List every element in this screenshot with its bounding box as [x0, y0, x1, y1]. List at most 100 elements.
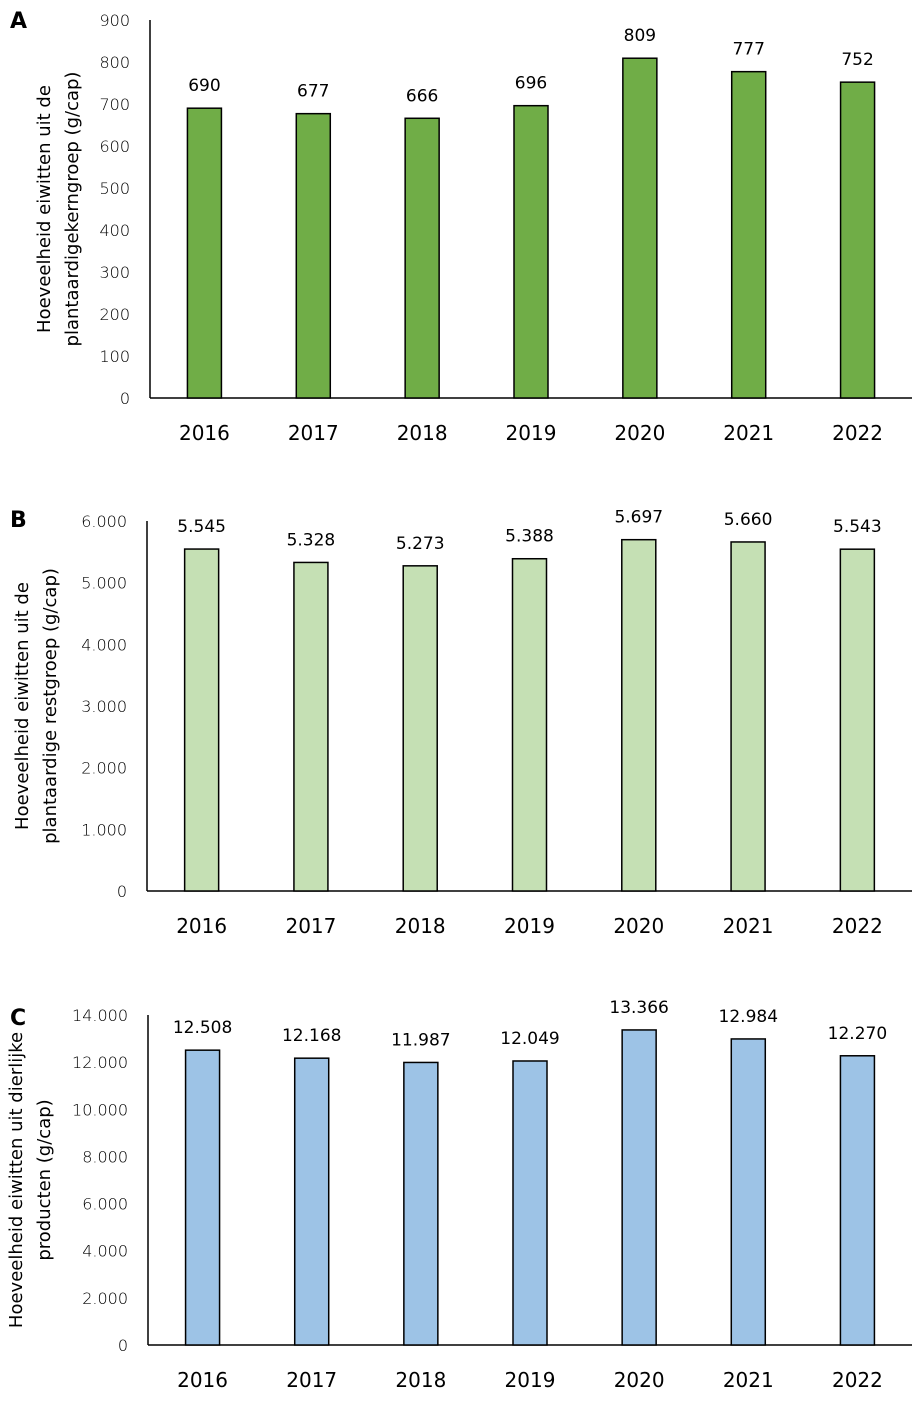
x-tick-label-a-2020: 2020 — [614, 421, 665, 445]
data-label-a-2017: 677 — [297, 82, 329, 102]
data-label-c-2021: 12.984 — [719, 1007, 778, 1027]
bar-a-2020 — [622, 57, 658, 399]
chart-panel-b: B 0 1.000 2.000 3.000 4.000 5.000 6.000 5.545 20… — [0, 470, 913, 960]
x-tick-label-b-2022: 2022 — [832, 914, 883, 938]
bar-c-2021 — [730, 1038, 767, 1346]
x-tick-label-a-2021: 2021 — [723, 421, 774, 445]
bar-b-2016 — [183, 548, 220, 892]
chart-panel-c: C 0 2.000 4.000 6.000 8.000 10.000 12.000 14.00… — [0, 960, 913, 1425]
x-tick-label-a-2022: 2022 — [832, 421, 883, 445]
chart-panel-a: A 0 100 200 300 400 500 600 700 800 900 690 2016 677… — [0, 0, 913, 470]
x-tick-label-a-2017: 2017 — [288, 421, 339, 445]
y-tick-label-c: 12.000 — [72, 1053, 128, 1072]
y-tick-label-b: 5.000 — [81, 574, 127, 593]
x-tick-label-c-2018: 2018 — [395, 1368, 446, 1392]
data-label-c-2017: 12.168 — [282, 1026, 341, 1046]
data-label-a-2021: 777 — [732, 40, 764, 60]
y-axis-title-b: Hoeveelheid eiwitten uit de plantaardige … — [12, 568, 61, 844]
data-label-b-2016: 5.545 — [177, 517, 226, 537]
y-axis-title-line-c: producten (g/cap) — [34, 1099, 55, 1260]
x-tick-label-c-2021: 2021 — [723, 1368, 774, 1392]
y-tick-label-b: 1.000 — [81, 820, 127, 839]
y-axis-title-line-a: Hoeveelheid eiwitten uit de — [34, 85, 55, 333]
bar-b-2022 — [839, 548, 876, 892]
y-axis-title-c: Hoeveelheid eiwitten uit dierlijke produc… — [6, 1032, 55, 1328]
bar-a-2017 — [295, 112, 332, 399]
x-tick-label-b-2019: 2019 — [504, 914, 555, 938]
bar-a-2016 — [186, 107, 223, 399]
bar-b-2020 — [621, 538, 657, 892]
panel-letter-c: C — [10, 1006, 26, 1031]
x-tick-label-c-2016: 2016 — [177, 1368, 228, 1392]
data-label-c-2022: 12.270 — [828, 1024, 887, 1044]
x-tick-label-b-2016: 2016 — [176, 914, 227, 938]
x-tick-label-c-2022: 2022 — [832, 1368, 883, 1392]
data-label-b-2017: 5.328 — [287, 530, 336, 550]
y-tick-label-b: 6.000 — [81, 512, 127, 531]
y-tick-label-a: 900 — [99, 11, 130, 30]
panel-letter-a: A — [10, 9, 27, 34]
y-axis-title-line-c: Hoeveelheid eiwitten uit dierlijke — [6, 1032, 27, 1328]
y-tick-label-c: 2.000 — [82, 1289, 128, 1308]
data-label-c-2019: 12.049 — [500, 1029, 559, 1049]
bar-chart-a: A 0 100 200 300 400 500 600 700 800 900 690 2016 677… — [10, 9, 912, 445]
bar-a-2021 — [730, 70, 767, 399]
data-label-a-2016: 690 — [188, 76, 220, 96]
bar-c-2020 — [621, 1029, 657, 1346]
data-label-b-2021: 5.660 — [724, 510, 773, 530]
y-axis-title-a: Hoeveelheid eiwitten uit de plantaardigek… — [34, 72, 83, 347]
data-label-a-2019: 696 — [515, 74, 547, 94]
bar-c-2018 — [403, 1061, 439, 1346]
bar-chart-b: B 0 1.000 2.000 3.000 4.000 5.000 6.000 5.545 20… — [10, 508, 912, 938]
bar-c-2022 — [839, 1055, 876, 1346]
bar-c-2019 — [512, 1060, 548, 1346]
y-tick-label-c: 8.000 — [82, 1147, 128, 1166]
bar-a-2019 — [513, 104, 549, 399]
panel-letter-b: B — [10, 508, 27, 533]
x-tick-label-a-2016: 2016 — [179, 421, 230, 445]
data-label-b-2022: 5.543 — [833, 517, 882, 537]
y-tick-label-b: 2.000 — [81, 759, 127, 778]
bar-b-2019 — [511, 557, 548, 892]
y-tick-label-b: 0 — [117, 882, 127, 901]
y-tick-label-a: 700 — [99, 95, 130, 114]
y-axis-title-line-a: plantaardigekerngroep (g/cap) — [62, 72, 83, 347]
x-tick-label-b-2020: 2020 — [613, 914, 664, 938]
bar-c-2016 — [184, 1049, 221, 1346]
x-tick-label-a-2019: 2019 — [506, 421, 557, 445]
y-tick-label-b: 4.000 — [81, 635, 127, 654]
y-tick-label-a: 200 — [99, 305, 130, 324]
data-label-c-2016: 12.508 — [173, 1018, 232, 1038]
x-tick-label-a-2018: 2018 — [397, 421, 448, 445]
y-tick-label-a: 500 — [99, 179, 130, 198]
x-tick-label-c-2017: 2017 — [286, 1368, 337, 1392]
y-tick-label-a: 800 — [99, 53, 130, 72]
x-tick-label-b-2021: 2021 — [723, 914, 774, 938]
y-axis-title-line-b: plantaardige restgroep (g/cap) — [40, 568, 61, 844]
bar-chart-c: C 0 2.000 4.000 6.000 8.000 10.000 12.000 14.00… — [6, 998, 912, 1392]
bar-b-2021 — [730, 541, 766, 892]
y-tick-label-c: 14.000 — [72, 1006, 128, 1025]
x-tick-label-b-2017: 2017 — [285, 914, 336, 938]
x-tick-label-c-2019: 2019 — [505, 1368, 556, 1392]
y-axis-title-line-b: Hoeveelheid eiwitten uit de — [12, 582, 33, 830]
x-tick-label-b-2018: 2018 — [395, 914, 446, 938]
data-label-b-2019: 5.388 — [505, 527, 554, 547]
bar-a-2018 — [404, 117, 440, 399]
bar-b-2018 — [402, 565, 438, 892]
data-label-c-2018: 11.987 — [391, 1030, 450, 1050]
y-tick-label-a: 0 — [120, 389, 130, 408]
y-tick-label-b: 3.000 — [81, 697, 127, 716]
y-tick-label-c: 10.000 — [72, 1100, 128, 1119]
bar-b-2017 — [293, 561, 329, 892]
data-label-a-2018: 666 — [406, 86, 438, 106]
data-label-a-2022: 752 — [841, 50, 873, 70]
y-tick-label-a: 600 — [99, 137, 130, 156]
y-tick-label-c: 0 — [118, 1336, 128, 1355]
y-tick-label-a: 400 — [99, 221, 130, 240]
bar-a-2022 — [839, 81, 876, 399]
y-tick-label-a: 300 — [99, 263, 130, 282]
y-tick-label-c: 6.000 — [82, 1195, 128, 1214]
y-tick-label-a: 100 — [99, 347, 130, 366]
data-label-c-2020: 13.366 — [609, 998, 668, 1018]
